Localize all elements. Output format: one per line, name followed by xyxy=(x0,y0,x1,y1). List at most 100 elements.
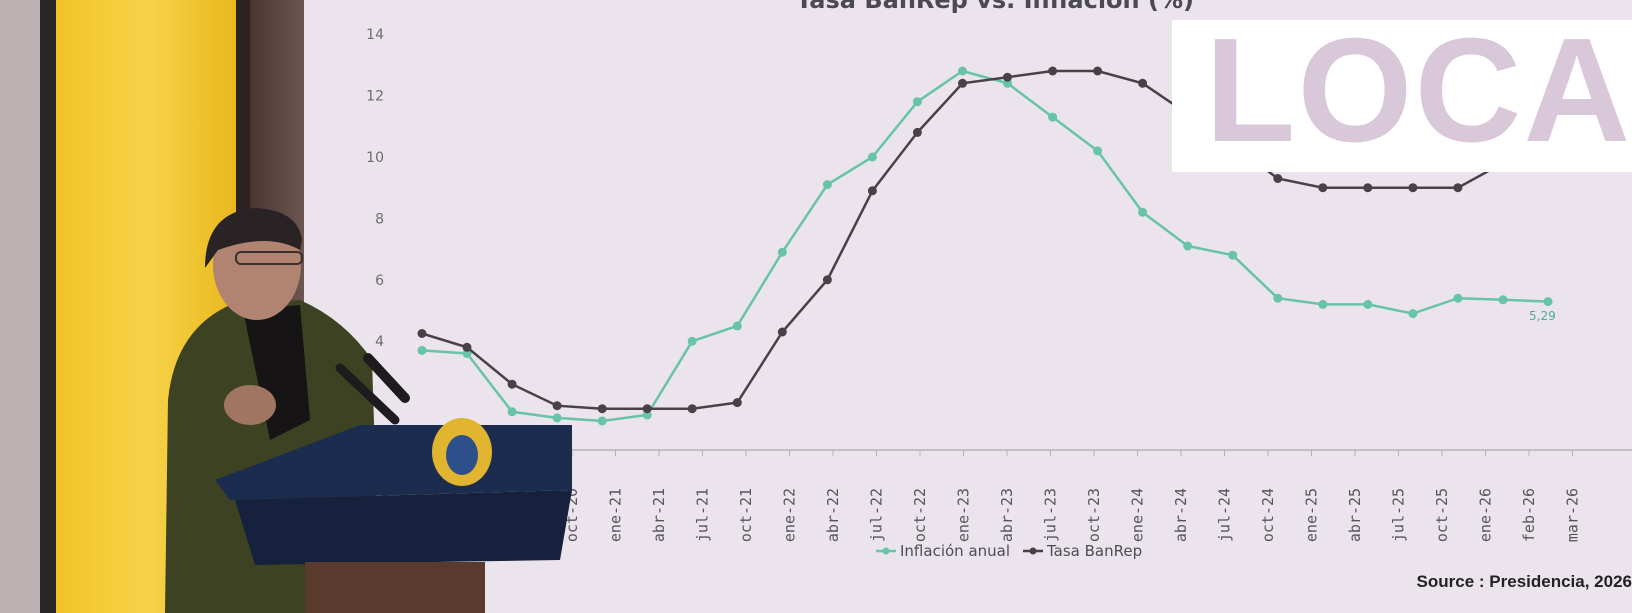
local-badge-text: LOCAL xyxy=(1205,20,1632,172)
legend-marker-inflacion xyxy=(882,547,890,555)
data-point-tasa xyxy=(1318,183,1328,193)
data-point-tasa xyxy=(867,186,877,196)
data-point-inflacion xyxy=(687,336,697,346)
data-point-tasa xyxy=(732,398,742,408)
data-point-inflacion xyxy=(462,349,472,358)
legend-marker-tasa xyxy=(1029,547,1037,555)
data-point-tasa xyxy=(958,78,967,88)
microphones xyxy=(335,353,410,425)
data-point-tasa xyxy=(1048,66,1058,76)
data-point-tasa xyxy=(552,401,562,411)
series-line-inflacion xyxy=(421,69,1549,423)
x-tick-label: abr-22 xyxy=(824,488,842,542)
data-point-tasa xyxy=(1138,78,1148,88)
x-tick-label: jul-22 xyxy=(868,488,886,542)
x-tick-label: ene-24 xyxy=(1129,488,1147,542)
data-point-tasa xyxy=(462,342,472,352)
speaker-hand xyxy=(224,385,276,425)
speaker-glasses xyxy=(235,251,303,265)
x-tick-label: abr-21 xyxy=(650,488,668,542)
x-tick-label: ene-22 xyxy=(781,488,799,542)
data-point-inflacion xyxy=(1183,241,1193,251)
x-tick-label: jul-24 xyxy=(1216,488,1234,542)
x-tick-label: jul-23 xyxy=(1042,488,1060,542)
speaker-sweater xyxy=(243,305,310,440)
podium xyxy=(215,418,572,613)
x-tick-label: ene-25 xyxy=(1303,488,1321,542)
data-point-inflacion xyxy=(1408,309,1418,319)
data-point-tasa xyxy=(777,327,787,337)
chart-title: Tasa BanRep vs. Inflación (%) xyxy=(796,0,1194,14)
y-axis-ticks: 14 12 10 8 6 4 xyxy=(366,27,384,350)
data-point-inflacion xyxy=(1093,146,1103,156)
data-point-inflacion xyxy=(958,66,967,76)
source-caption: Source : Presidencia, 2026 xyxy=(1416,572,1632,591)
legend-label-inflacion: Inflación anual xyxy=(900,542,1010,560)
data-point-tasa xyxy=(1408,183,1418,193)
x-tick-label: abr-23 xyxy=(998,488,1016,542)
podium-body xyxy=(235,490,572,565)
x-tick-label: jul-25 xyxy=(1390,488,1408,542)
x-tick-label: ene-21 xyxy=(607,488,625,542)
y-tick-label: 8 xyxy=(375,211,384,227)
data-point-inflacion xyxy=(1138,207,1148,217)
x-tick-label: oct-24 xyxy=(1259,488,1277,542)
x-tick-label: mar-26 xyxy=(1564,488,1582,542)
data-point-inflacion xyxy=(1363,299,1373,309)
microphone-2 xyxy=(363,353,410,403)
data-label-last: 5,29 xyxy=(1529,309,1556,323)
x-tick-label: oct-22 xyxy=(911,488,929,542)
data-point-tasa xyxy=(1453,183,1463,193)
data-point-tasa xyxy=(1363,183,1373,193)
data-point-tasa xyxy=(1093,66,1103,76)
data-point-inflacion xyxy=(867,152,877,162)
x-tick-label: ene-26 xyxy=(1477,488,1495,542)
data-point-inflacion xyxy=(552,413,562,423)
y-tick-label: 12 xyxy=(366,89,384,105)
speaker-hair xyxy=(205,208,302,268)
x-tick-label: abr-24 xyxy=(1172,488,1190,542)
x-tick-label: oct-21 xyxy=(737,488,755,542)
pillar-dark xyxy=(40,0,56,613)
data-point-inflacion xyxy=(597,416,607,426)
y-tick-label: 10 xyxy=(366,150,384,166)
wall-left xyxy=(0,0,40,613)
data-point-tasa xyxy=(1273,174,1283,183)
data-point-inflacion xyxy=(1543,297,1553,307)
data-point-inflacion xyxy=(1273,293,1283,303)
data-point-tasa xyxy=(642,404,652,414)
data-point-inflacion xyxy=(822,180,832,190)
data-point-inflacion xyxy=(912,97,922,107)
x-tick-label: oct-23 xyxy=(1085,488,1103,542)
data-point-inflacion xyxy=(777,247,787,257)
series-lines xyxy=(417,66,1553,426)
data-point-inflacion xyxy=(417,345,427,355)
data-point-tasa xyxy=(597,404,607,414)
x-tick-label: abr-25 xyxy=(1346,488,1364,542)
coat-of-arms-shield xyxy=(446,435,478,475)
local-badge: LOCAL xyxy=(1172,20,1632,172)
data-point-inflacion xyxy=(642,410,652,420)
legend-label-tasa: Tasa BanRep xyxy=(1046,542,1142,560)
data-point-inflacion xyxy=(1048,112,1058,122)
y-tick-label: 14 xyxy=(366,27,384,43)
data-point-inflacion xyxy=(732,321,742,331)
data-point-tasa xyxy=(822,275,832,285)
data-point-inflacion xyxy=(1228,250,1238,260)
data-point-tasa xyxy=(687,404,697,414)
x-tick-label: oct-25 xyxy=(1433,488,1451,542)
chart-legend: Inflación anual Tasa BanRep xyxy=(876,542,1142,560)
data-point-inflacion xyxy=(1453,293,1463,303)
data-point-tasa xyxy=(507,379,517,389)
data-point-inflacion xyxy=(1498,295,1508,305)
data-point-tasa xyxy=(1003,72,1012,82)
microphone-1 xyxy=(335,363,400,425)
data-point-tasa xyxy=(417,329,427,338)
x-tick-label: feb-26 xyxy=(1520,488,1538,542)
x-tick-label: jul-21 xyxy=(694,488,712,542)
y-tick-label: 4 xyxy=(375,334,384,350)
podium-base xyxy=(305,562,485,613)
x-axis-ticks: oct-20 ene-21 abr-21 jul-21 oct-21 ene-22 abr-… xyxy=(563,450,1582,542)
y-tick-label: 6 xyxy=(375,273,384,289)
